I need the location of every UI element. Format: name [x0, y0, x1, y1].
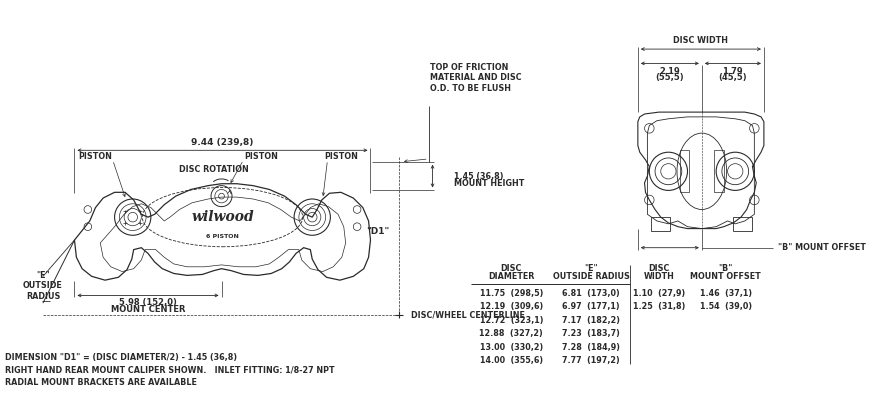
Text: MOUNT HEIGHT: MOUNT HEIGHT: [453, 179, 524, 188]
Text: DIMENSION "D1" = (DISC DIAMETER/2) - 1.45 (36,8): DIMENSION "D1" = (DISC DIAMETER/2) - 1.4…: [4, 353, 237, 362]
Text: 9.44 (239,8): 9.44 (239,8): [192, 138, 254, 147]
Text: MOUNT CENTER: MOUNT CENTER: [111, 305, 186, 314]
Text: 14.00  (355,6): 14.00 (355,6): [480, 356, 542, 365]
Text: DISC: DISC: [648, 264, 669, 273]
Text: 1.79: 1.79: [722, 66, 743, 76]
Text: RIGHT HAND REAR MOUNT CALIPER SHOWN.   INLET FITTING: 1/8-27 NPT: RIGHT HAND REAR MOUNT CALIPER SHOWN. INL…: [4, 365, 334, 375]
Text: DISC ROTATION: DISC ROTATION: [179, 165, 248, 174]
Text: "B" MOUNT OFFSET: "B" MOUNT OFFSET: [778, 243, 866, 252]
Text: MOUNT OFFSET: MOUNT OFFSET: [690, 272, 761, 281]
Text: 1.46  (37,1): 1.46 (37,1): [700, 289, 752, 298]
Text: 1.25  (31,8): 1.25 (31,8): [633, 302, 685, 311]
Text: "D1": "D1": [367, 227, 389, 236]
Text: TOP OF FRICTION
MATERIAL AND DISC
O.D. TO BE FLUSH: TOP OF FRICTION MATERIAL AND DISC O.D. T…: [430, 63, 522, 93]
Text: "B": "B": [718, 264, 733, 273]
Text: 5.98 (152,0): 5.98 (152,0): [119, 298, 177, 306]
Text: 2.19: 2.19: [659, 66, 680, 76]
Text: 12.19  (309,6): 12.19 (309,6): [480, 302, 543, 311]
Text: DIAMETER: DIAMETER: [488, 272, 535, 281]
Text: 7.17  (182,2): 7.17 (182,2): [562, 316, 620, 325]
Text: 12.88  (327,2): 12.88 (327,2): [480, 329, 543, 338]
Text: DISC/WHEEL CENTERLINE: DISC/WHEEL CENTERLINE: [410, 310, 524, 319]
Text: WIDTH: WIDTH: [643, 272, 675, 281]
Text: 6.81  (173,0): 6.81 (173,0): [563, 289, 620, 298]
Text: "E": "E": [584, 264, 598, 273]
Text: "E"
OUTSIDE
RADIUS: "E" OUTSIDE RADIUS: [23, 271, 63, 301]
Text: 11.75  (298,5): 11.75 (298,5): [480, 289, 543, 298]
Text: 1.10  (27,9): 1.10 (27,9): [633, 289, 685, 298]
Text: OUTSIDE RADIUS: OUTSIDE RADIUS: [553, 272, 629, 281]
Text: wilwood: wilwood: [191, 210, 254, 224]
Text: 6 PISTON: 6 PISTON: [206, 234, 239, 239]
Text: 13.00  (330,2): 13.00 (330,2): [480, 343, 543, 351]
Text: (55,5): (55,5): [655, 73, 683, 82]
Text: 7.77  (197,2): 7.77 (197,2): [563, 356, 620, 365]
Text: 12.72  (323,1): 12.72 (323,1): [480, 316, 543, 325]
Text: 7.23  (183,7): 7.23 (183,7): [562, 329, 620, 338]
Text: PISTON: PISTON: [325, 152, 359, 162]
Text: 7.28  (184,9): 7.28 (184,9): [562, 343, 620, 351]
Text: PISTON: PISTON: [244, 152, 278, 162]
Text: (45,5): (45,5): [718, 73, 746, 82]
Text: DISC: DISC: [500, 264, 522, 273]
Text: 1.54  (39,0): 1.54 (39,0): [700, 302, 752, 311]
Text: 1.45 (36,8): 1.45 (36,8): [453, 172, 503, 181]
Text: 6.97  (177,1): 6.97 (177,1): [563, 302, 620, 311]
Text: RADIAL MOUNT BRACKETS ARE AVAILABLE: RADIAL MOUNT BRACKETS ARE AVAILABLE: [4, 378, 197, 387]
Text: DISC WIDTH: DISC WIDTH: [674, 36, 728, 45]
Text: PISTON: PISTON: [78, 152, 112, 162]
